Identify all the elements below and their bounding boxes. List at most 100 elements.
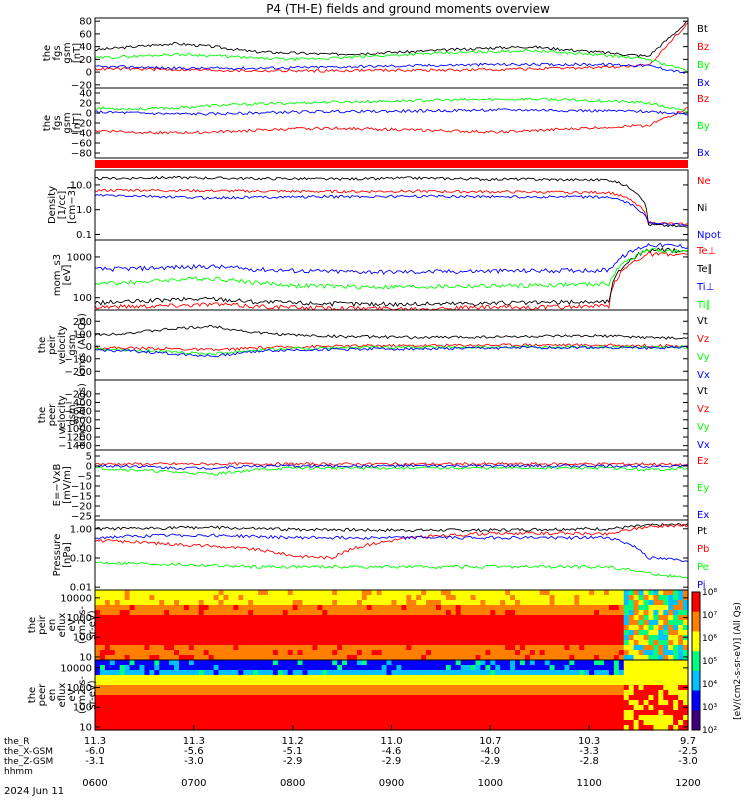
heatmap-cell [603, 685, 610, 691]
heatmap-cell [198, 605, 205, 611]
heatmap-cell [490, 635, 496, 641]
heatmap-cell [628, 695, 635, 701]
heatmap-cell [366, 635, 373, 641]
heatmap-cell [317, 640, 323, 646]
heatmap-cell [134, 645, 141, 651]
heatmap-cell [683, 655, 689, 661]
heatmap-cell [406, 620, 412, 626]
heatmap-cell [445, 645, 452, 651]
heatmap-cell [554, 705, 561, 711]
heatmap-cell [228, 710, 234, 716]
heatmap-cell [648, 590, 655, 596]
heatmap-cell [203, 660, 210, 666]
heatmap-cell [347, 710, 353, 716]
heatmap-cell [431, 670, 437, 676]
heatmap-cell [258, 690, 264, 696]
heatmap-cell [307, 680, 314, 686]
heatmap-cell [361, 655, 368, 661]
heatmap-cell [228, 605, 234, 611]
heatmap-cell [678, 705, 684, 711]
heatmap-cell [193, 615, 200, 621]
heatmap-cell [129, 630, 136, 636]
heatmap-cell [480, 610, 486, 616]
heatmap-cell [569, 650, 575, 656]
heatmap-cell [277, 620, 284, 626]
heatmap-cell [193, 665, 200, 671]
heatmap-cell [317, 695, 323, 701]
heatmap-cell [643, 635, 650, 641]
heatmap-cell [292, 690, 299, 696]
heatmap-cell [638, 680, 645, 686]
heatmap-cell [307, 650, 314, 656]
heatmap-cell [599, 605, 605, 611]
heatmap-cell [396, 700, 402, 706]
heatmap-cell [218, 665, 225, 671]
heatmap-cell [495, 690, 501, 696]
heatmap-cell [134, 610, 141, 616]
heatmap-cell [539, 615, 546, 621]
heatmap-cell [164, 710, 170, 716]
heatmap-cell [154, 605, 160, 611]
x-row-value: 10.3 [578, 736, 600, 747]
heatmap-cell [159, 700, 165, 706]
heatmap-cell [435, 710, 442, 716]
heatmap-cell [505, 640, 511, 646]
heatmap-cell [188, 695, 195, 701]
x-row-value: 10.7 [479, 736, 501, 747]
heatmap-cell [648, 630, 655, 636]
heatmap-cell [109, 690, 116, 696]
heatmap-cell [440, 705, 447, 711]
heatmap-cell [356, 620, 363, 626]
heatmap-cell [104, 610, 111, 616]
heatmap-cell [183, 660, 190, 666]
heatmap-cell [465, 695, 472, 701]
heatmap-cell [475, 610, 482, 616]
heatmap-cell [183, 720, 190, 726]
heatmap-cell [253, 645, 259, 651]
heatmap-cell [574, 685, 580, 691]
heatmap-cell [95, 690, 101, 696]
heatmap-cell [317, 705, 323, 711]
heatmap-cell [628, 635, 635, 641]
heatmap-cell [342, 665, 348, 671]
heatmap-cell [174, 590, 180, 596]
heatmap-cell [485, 675, 491, 681]
heatmap-cell [292, 620, 299, 626]
heatmap-cell [613, 610, 620, 616]
heatmap-cell [608, 605, 615, 611]
colorbar-segment [692, 690, 700, 711]
heatmap-cell [381, 615, 388, 621]
heatmap-cell [169, 695, 175, 701]
heatmap-cell [169, 685, 175, 691]
heatmap-cell [169, 725, 175, 731]
heatmap-cell [515, 720, 521, 726]
heatmap-cell [643, 720, 650, 726]
heatmap-cell [292, 635, 299, 641]
heatmap-cell [529, 605, 536, 611]
heatmap-cell [248, 705, 254, 711]
heatmap-cell [470, 650, 477, 656]
heatmap-cell [337, 695, 343, 701]
series-line-Pt [94, 522, 689, 533]
heatmap-cell [322, 595, 328, 601]
heatmap-cell [183, 655, 190, 661]
heatmap-cell [465, 705, 472, 711]
heatmap-cell [129, 615, 136, 621]
heatmap-cell [381, 665, 388, 671]
heatmap-cell [351, 690, 358, 696]
heatmap-cell [208, 630, 215, 636]
heatmap-cell [144, 635, 150, 641]
heatmap-cell [485, 640, 491, 646]
heatmap-cell [287, 650, 294, 656]
heatmap-cell [95, 640, 101, 646]
heatmap-cell [267, 640, 274, 646]
heatmap-cell [569, 630, 575, 636]
heatmap-cell [648, 670, 655, 676]
heatmap-cell [347, 715, 353, 721]
heatmap-cell [183, 620, 190, 626]
heatmap-cell [421, 650, 427, 656]
heatmap-cell [272, 720, 279, 726]
heatmap-cell [149, 590, 155, 596]
heatmap-cell [608, 725, 615, 731]
heatmap-cell [549, 690, 556, 696]
